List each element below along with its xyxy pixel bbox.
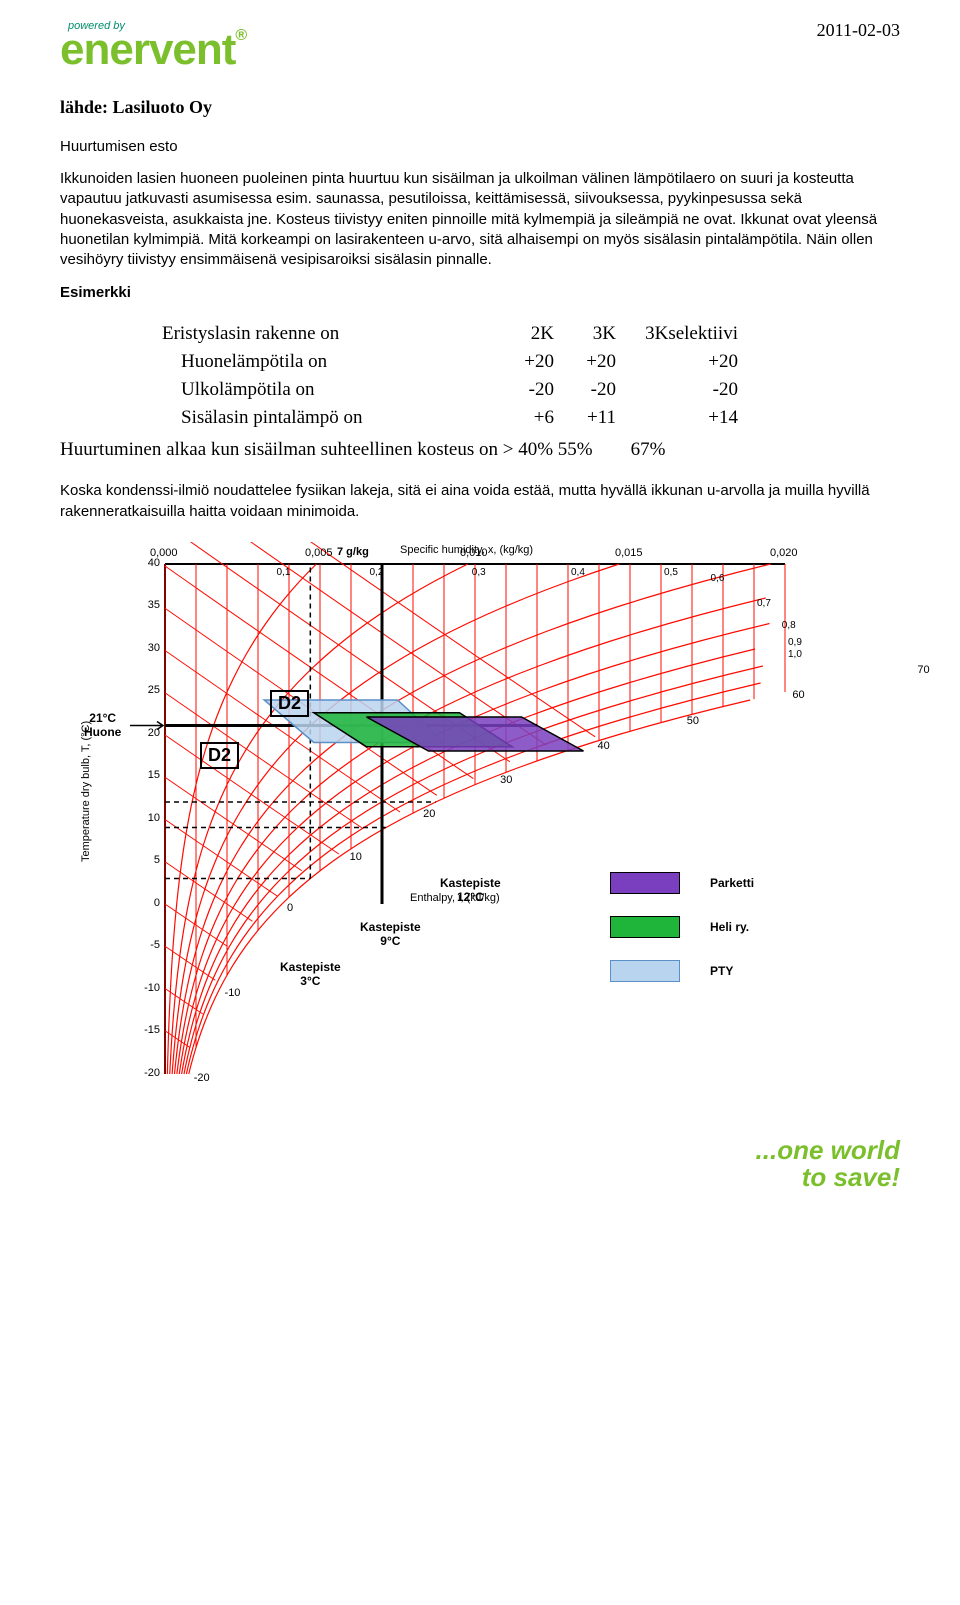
table-footer-line: Huurtuminen alkaa kun sisäilman suhteell… — [60, 439, 900, 461]
col-2k: +20 — [494, 349, 554, 375]
rh-tick: 0,2 — [370, 567, 384, 578]
col-3ksel: -20 — [618, 377, 738, 403]
enthalpy-label: 30 — [500, 774, 512, 786]
section-title: Huurtumisen esto — [60, 138, 900, 155]
col-3k: +20 — [556, 349, 616, 375]
source-line: lähde: Lasiluoto Oy — [60, 97, 900, 118]
col-2k: +6 — [494, 405, 554, 431]
brand-name: enervent — [60, 25, 235, 74]
row-label: Eristyslasin rakenne on — [162, 321, 492, 347]
enthalpy-label: 70 — [917, 664, 929, 676]
paragraph-1: Ikkunoiden lasien huoneen puoleinen pint… — [60, 169, 900, 270]
enthalpy-label: -20 — [194, 1072, 210, 1084]
legend-label: Parketti — [710, 876, 754, 890]
y-tick: 15 — [138, 769, 160, 781]
logo: powered by enervent® — [60, 20, 246, 72]
brand-wordmark: enervent® — [60, 28, 246, 72]
rh-tick: 0,4 — [571, 567, 585, 578]
registered-icon: ® — [235, 27, 246, 44]
legend-label: PTY — [710, 964, 733, 978]
room-temp-label: 21°C Huone — [84, 711, 121, 739]
x-tick: 0,020 — [770, 547, 798, 559]
enthalpy-label: 10 — [350, 851, 362, 863]
paragraph-2: Koska kondenssi-ilmiö noudattelee fysiik… — [60, 481, 900, 522]
chart-svg — [90, 542, 870, 1102]
rh-tick: 0,5 — [664, 567, 678, 578]
y-tick: 0 — [138, 897, 160, 909]
y-tick: 35 — [138, 599, 160, 611]
legend-swatch — [610, 916, 680, 938]
col-2k: 2K — [494, 321, 554, 347]
document-date: 2011-02-03 — [817, 20, 900, 41]
y-tick: 10 — [138, 812, 160, 824]
rh-tick: 0,7 — [757, 598, 771, 609]
col-2k: -20 — [494, 377, 554, 403]
d2-box: D2 — [200, 742, 239, 769]
x-tick: 0,000 — [150, 547, 178, 559]
legend-label: Heli ry. — [710, 920, 749, 934]
x-tick: 0,005 — [305, 547, 333, 559]
col-3ksel: +20 — [618, 349, 738, 375]
table-row: Huonelämpötila on+20+20+20 — [162, 349, 738, 375]
rh-tick: 0,9 — [788, 637, 802, 648]
legend-swatch — [610, 960, 680, 982]
rh-tick: 0,1 — [277, 567, 291, 578]
x-tick: 0,015 — [615, 547, 643, 559]
y-tick: -15 — [138, 1024, 160, 1036]
header: powered by enervent® 2011-02-03 — [60, 20, 900, 72]
y-tick: 25 — [138, 684, 160, 696]
enthalpy-label: 0 — [287, 902, 293, 914]
y-tick: -5 — [138, 939, 160, 951]
row-label: Ulkolämpötila on — [162, 377, 492, 403]
glass-table: Eristyslasin rakenne on2K3K3Kselektiivi … — [160, 319, 740, 433]
table-row: Sisälasin pintalämpö on+6+11+14 — [162, 405, 738, 431]
table-row: Eristyslasin rakenne on2K3K3Kselektiivi — [162, 321, 738, 347]
dewpoint-label: Kastepiste 12°C — [440, 876, 501, 904]
col-3ksel: +14 — [618, 405, 738, 431]
dewpoint-label: Kastepiste 9°C — [360, 920, 421, 948]
d2-box: D2 — [270, 690, 309, 717]
y-tick: 20 — [138, 727, 160, 739]
enthalpy-label: -10 — [225, 987, 241, 999]
table-row: Ulkolämpötila on-20-20-20 — [162, 377, 738, 403]
rh-tick: 0,6 — [711, 573, 725, 584]
col-3ksel: 3Kselektiivi — [618, 321, 738, 347]
x-tick: 0,010 — [460, 547, 488, 559]
dewpoint-label: Kastepiste 3°C — [280, 960, 341, 988]
enthalpy-label: 50 — [687, 715, 699, 727]
rh-tick: 1,0 — [788, 649, 802, 660]
col-3k: 3K — [556, 321, 616, 347]
col-3k: +11 — [556, 405, 616, 431]
y-tick: -20 — [138, 1067, 160, 1079]
example-label: Esimerkki — [60, 284, 900, 301]
col-3k: -20 — [556, 377, 616, 403]
y-axis-title: Temperature dry bulb, T, (°C) — [80, 721, 92, 862]
row-label: Sisälasin pintalämpö on — [162, 405, 492, 431]
row-label: Huonelämpötila on — [162, 349, 492, 375]
y-tick: -10 — [138, 982, 160, 994]
footer-slogan: ...one worldto save! — [756, 1137, 900, 1192]
enthalpy-label: 20 — [423, 808, 435, 820]
seven-gkg-label: 7 g/kg — [337, 546, 369, 558]
enthalpy-label: 40 — [598, 740, 610, 752]
enthalpy-label: 60 — [792, 689, 804, 701]
psychrometric-chart: Specific humidity, x, (kg/kg) Temperatur… — [90, 542, 870, 1102]
rh-tick: 0,3 — [472, 567, 486, 578]
rh-tick: 0,8 — [782, 620, 796, 631]
y-tick: 5 — [138, 854, 160, 866]
y-tick: 30 — [138, 642, 160, 654]
legend-swatch — [610, 872, 680, 894]
